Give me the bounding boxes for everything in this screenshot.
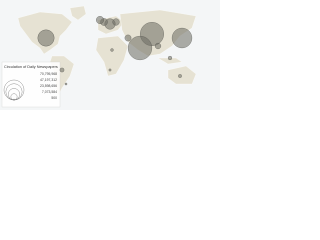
legend-circle: [13, 98, 15, 101]
map: Circulation of Daily Newspapers 70,795,9…: [0, 0, 220, 110]
bubble: [96, 16, 104, 24]
bubble: [154, 42, 162, 50]
africa: [95, 35, 129, 77]
bubble: [112, 18, 120, 26]
bubble: [178, 74, 182, 78]
bubble: [124, 34, 132, 42]
legend-label: 70,795,968: [40, 72, 57, 76]
legend-title: Circulation of Daily Newspapers: [4, 65, 58, 69]
legend-label: 500: [51, 96, 57, 100]
bubble: [37, 29, 55, 47]
bubble: [59, 67, 65, 73]
legend-label: 7,073,584: [42, 90, 57, 94]
legend-label: 23,598,656: [40, 84, 57, 88]
bubble: [108, 68, 112, 72]
greenland: [69, 5, 87, 21]
bubble: [64, 82, 68, 86]
bubble: [110, 48, 114, 52]
australia: [167, 65, 197, 85]
bubble: [167, 55, 173, 61]
legend-label: 47,197,312: [40, 78, 57, 82]
page: {"chart_data": {"type": "bubble-map", "l…: [0, 0, 220, 110]
bubble: [171, 27, 193, 49]
bubble: [127, 35, 153, 61]
